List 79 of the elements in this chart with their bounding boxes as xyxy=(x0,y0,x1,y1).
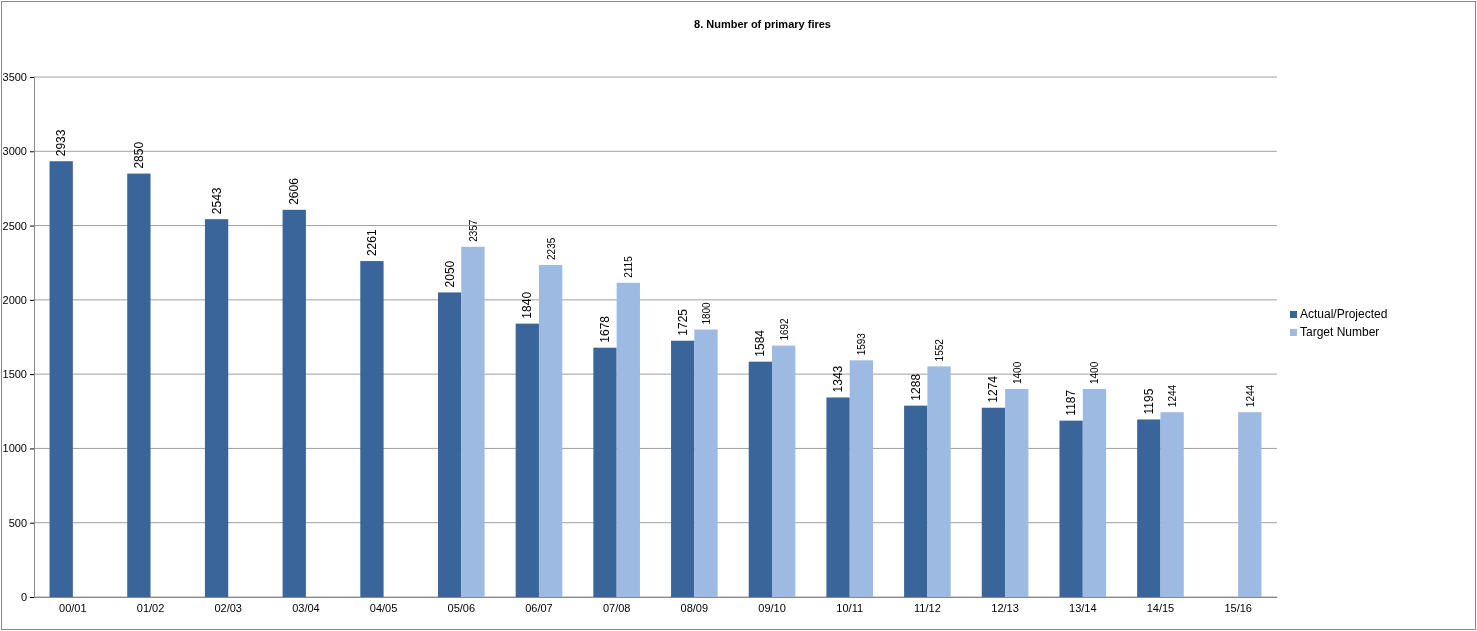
x-tick-label: 09/10 xyxy=(758,602,786,615)
y-tick-label: 1000 xyxy=(2,442,27,455)
x-tick-label: 13/14 xyxy=(1069,602,1097,615)
bar xyxy=(282,209,306,597)
bar xyxy=(1238,412,1262,597)
bar xyxy=(772,345,796,597)
x-tick-label: 14/15 xyxy=(1146,602,1175,615)
data-label: 2115 xyxy=(623,255,635,278)
legend-label: Target Number xyxy=(1300,325,1380,339)
data-label: 1840 xyxy=(520,291,535,319)
bar xyxy=(538,264,563,597)
data-label: 1725 xyxy=(675,308,690,336)
x-tick-label: 11/12 xyxy=(914,602,941,615)
bar xyxy=(461,246,485,597)
bar xyxy=(1059,420,1083,597)
bar xyxy=(1082,389,1107,597)
bar xyxy=(981,407,1006,597)
data-label: 2235 xyxy=(545,237,557,260)
y-tick-label: 1500 xyxy=(2,368,27,381)
data-label: 2261 xyxy=(364,229,379,257)
data-label: 1187 xyxy=(1064,389,1079,416)
x-tick-label: 10/11 xyxy=(836,602,864,615)
data-label: 1195 xyxy=(1141,388,1156,415)
bar xyxy=(593,347,617,597)
data-label: 1678 xyxy=(598,315,612,343)
x-tick-label: 12/13 xyxy=(991,602,1019,615)
legend-label: Actual/Projected xyxy=(1300,307,1388,321)
data-label: 1692 xyxy=(778,317,790,341)
bar xyxy=(1005,389,1029,597)
y-tick-label: 3000 xyxy=(2,145,27,158)
x-tick-label: 05/06 xyxy=(447,602,476,615)
x-tick-label: 02/03 xyxy=(214,602,242,615)
chart-title: 8. Number of primary fires xyxy=(694,18,831,30)
y-tick-label: 0 xyxy=(20,591,27,604)
data-label: 2543 xyxy=(209,187,224,215)
data-label: 2357 xyxy=(467,219,479,242)
data-label: 1244 xyxy=(1244,384,1256,408)
x-tick-label: 01/02 xyxy=(136,602,165,615)
bar xyxy=(671,340,695,597)
y-tick-label: 2000 xyxy=(2,293,27,306)
bar xyxy=(127,173,151,597)
bar xyxy=(904,405,928,597)
data-label: 2933 xyxy=(54,129,69,157)
x-tick-label: 04/05 xyxy=(369,602,398,615)
bar xyxy=(826,397,850,597)
x-tick-label: 15/16 xyxy=(1224,602,1252,615)
y-tick-label: 500 xyxy=(8,516,27,529)
data-label: 1343 xyxy=(831,365,846,393)
data-label: 1274 xyxy=(986,375,1001,403)
data-label: 1584 xyxy=(753,329,768,357)
y-tick-label: 3500 xyxy=(2,71,27,84)
data-label: 2850 xyxy=(131,141,146,169)
bar xyxy=(849,360,874,597)
x-tick-label: 03/04 xyxy=(292,602,320,615)
bar xyxy=(1160,412,1184,597)
bar xyxy=(616,282,640,597)
x-tick-label: 00/01 xyxy=(59,602,87,615)
bar xyxy=(437,292,462,597)
data-label: 1400 xyxy=(1011,361,1023,384)
data-label: 1244 xyxy=(1167,384,1179,408)
data-label: 1400 xyxy=(1089,361,1101,384)
data-label: 1800 xyxy=(701,301,712,325)
y-tick-label: 2500 xyxy=(2,219,27,232)
bar xyxy=(204,219,229,597)
data-label: 1593 xyxy=(856,332,868,356)
bar xyxy=(515,323,539,597)
bar xyxy=(1137,419,1161,597)
x-tick-label: 07/08 xyxy=(602,602,631,615)
bar xyxy=(360,261,384,597)
x-tick-label: 08/09 xyxy=(680,602,709,615)
bar xyxy=(748,361,773,597)
data-label: 1288 xyxy=(908,373,923,401)
data-label: 2606 xyxy=(287,177,302,205)
data-label: 2050 xyxy=(442,260,457,288)
bar xyxy=(49,161,73,597)
bar xyxy=(694,329,718,597)
x-tick-label: 06/07 xyxy=(525,602,553,615)
bar xyxy=(927,366,951,597)
data-label: 1552 xyxy=(934,338,946,362)
